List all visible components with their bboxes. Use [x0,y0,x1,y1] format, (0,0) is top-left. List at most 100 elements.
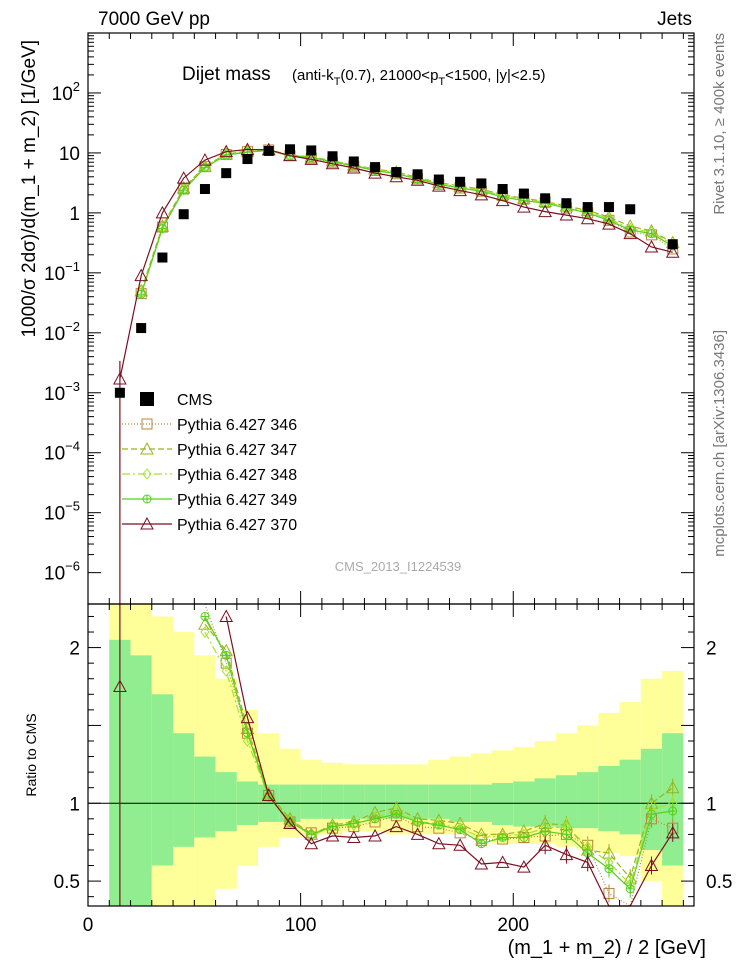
x-axis-label: (m_1 + m_2) / 2 [GeV] [508,937,706,959]
point-cms-24 [625,204,636,215]
line-p370 [119,148,673,380]
ratio-band-inner-14 [406,784,429,819]
point-cms-8 [285,144,295,155]
point-p370-10 [325,156,340,170]
y-tick-label-main-7: 10−5 [44,499,80,525]
legend-label-p346: Pythia 6.427 346 [177,417,297,434]
mcplots-label: mcplots.cern.ch [arXiv:1306.3436] [711,330,728,557]
point-p370-5 [219,144,234,158]
legend-label-p349: Pythia 6.427 349 [177,492,297,509]
ratio-point-p349-16 [455,825,465,835]
y-tick-label-ratio-right-1: 1 [706,794,717,815]
ratio-series-group [113,603,680,907]
point-cms-11 [348,156,359,167]
point-cms-12 [370,162,381,173]
legend-label-p347: Pythia 6.427 347 [177,442,297,459]
point-p348-9 [306,151,316,163]
y-tick-label-ratio-right-0: 2 [706,639,717,660]
ratio-band-inner-24 [619,759,641,835]
y-tick-label-ratio-left-1: 1 [69,794,80,815]
point-p370-25 [644,239,659,253]
point-p349-5 [221,150,231,160]
point-p370-20 [538,204,553,218]
ratio-band-inner-19 [513,781,535,827]
ratio-y-axis-label: Ratio to CMS [23,713,39,796]
point-cms-3 [178,209,189,220]
y-tick-label-main-6: 10−4 [44,439,80,465]
ratio-point-p348-4 [200,626,210,638]
main-series-group [113,142,680,604]
ratio-point-p370-8 [283,816,297,829]
ratio-band-inner-1 [130,655,152,906]
point-p370-3 [176,171,191,184]
title-detail-sub2: T [438,76,445,88]
y-tick-base: 10 [44,324,65,345]
ratio-point-p370-16 [453,838,467,851]
point-p349-2 [157,223,167,233]
ratio-point-p346-23 [603,888,615,900]
ratio-point-p349-18 [498,833,508,843]
point-p370-19 [517,200,531,213]
y-tick-exponent: −3 [65,379,80,394]
ratio-band-inner-15 [428,784,450,819]
y-tick-label-main-4: 10−2 [44,319,80,345]
ratio-point-p349-25 [646,809,656,819]
title-detail-mid: (0.7), 21000<p [340,67,438,84]
legend-item-p348: Pythia 6.427 348 [122,467,297,484]
y-tick-label-main-8: 10−6 [44,559,80,585]
y-tick-label-main-1: 10 [59,144,80,165]
point-cms-22 [582,202,593,213]
ratio-point-p370-6 [240,710,255,724]
point-p370-17 [474,187,489,201]
ratio-point-p349-12 [370,814,380,824]
ratio-point-p370-17 [474,856,489,870]
ratio-band-inner-18 [492,783,514,826]
legend-item-p347: Pythia 6.427 347 [122,441,297,459]
ratio-point-p347-26 [665,780,680,794]
ratio-point-p370-10 [325,828,340,842]
point-cms-18 [497,184,508,195]
series-p349 [136,145,678,299]
rivet-label: Rivet 3.1.10, ≥ 400k events [711,33,728,215]
ratio-point-p349-14 [413,817,423,827]
point-p349-3 [179,185,189,195]
series-cms [114,144,678,398]
ratio-point-p370-13 [389,819,404,833]
series-p348 [136,144,678,299]
point-cms-20 [540,193,551,204]
ratio-point-p349-6 [242,728,252,738]
chart-title-detail: (anti-kT(0.7), 21000<pT<1500, |y|<2.5) [292,67,546,88]
ratio-point-p370-18 [495,855,510,868]
y-tick-exponent: 2 [73,79,80,94]
ratio-point-p349-24 [625,884,635,894]
ratio-point-p370-9 [304,836,319,850]
point-cms-13 [391,167,402,178]
point-p370-18 [495,193,510,207]
point-p349-25 [646,229,656,239]
ratio-point-p348-5 [221,665,231,677]
point-cms-4 [199,184,210,195]
y-tick-base: 10 [44,444,65,465]
y-tick-base: 10 [44,384,65,405]
legend-item-p370: Pythia 6.427 370 [122,516,297,534]
y-tick-base: 10 [52,84,73,105]
point-p370-14 [410,173,425,186]
point-p370-22 [580,211,595,225]
point-cms-7 [263,145,274,156]
title-detail-pre: (anti-k [292,67,334,84]
ratio-band-inner-20 [534,778,556,827]
ratio-plot-frame [87,603,695,907]
y-tick-label-ratio-left-0: 2 [69,639,80,660]
process-label: Jets [657,9,692,30]
ratio-point-p370-21 [559,847,574,861]
ratio-band-inner-4 [194,756,216,838]
ratio-point-p370-19 [517,860,531,873]
ratio-point-p349-26 [668,806,678,816]
point-cms-17 [476,178,487,189]
ratio-point-p370-26 [665,825,680,839]
y-tick-label-main-5: 10−3 [44,379,80,405]
point-p349-4 [200,163,210,173]
ratio-band-inner-23 [598,765,620,832]
y-tick-label-ratio-right-2: 0.5 [706,872,732,893]
